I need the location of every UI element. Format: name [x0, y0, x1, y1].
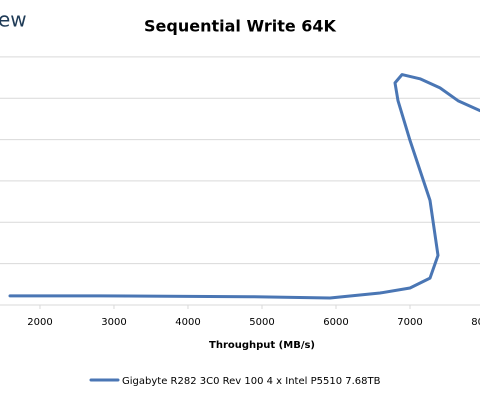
x-axis-label: Throughput (MB/s) [209, 340, 315, 351]
chart-title: Sequential Write 64K [144, 17, 337, 36]
x-tick-label: 8000 [471, 317, 480, 328]
x-tick-label: 4000 [175, 317, 200, 328]
legend-label: Gigabyte R282 3C0 Rev 100 4 x Intel P551… [122, 376, 381, 387]
x-tick-label: 7000 [397, 317, 422, 328]
x-tick-label: 2000 [27, 317, 52, 328]
series-line [8, 73, 480, 300]
x-tick-label: 3000 [101, 317, 126, 328]
x-tick-label: 6000 [323, 317, 348, 328]
x-tick-label: 5000 [249, 317, 274, 328]
watermark: ew [0, 8, 27, 32]
